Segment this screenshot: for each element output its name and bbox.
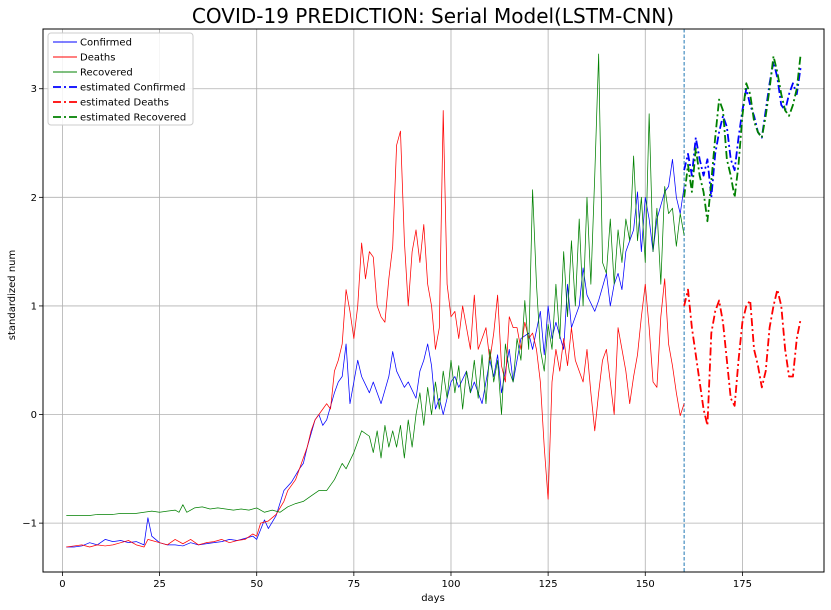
y-tick-label: 1	[31, 301, 37, 312]
series-line-estimated-deaths	[683, 288, 802, 427]
y-tick-label: −1	[22, 519, 37, 530]
gridlines	[43, 29, 824, 572]
series-line-recovered	[66, 53, 685, 516]
y-tick-label: 2	[31, 193, 37, 204]
legend: Confirmed Deaths Recovered estimated Confir…	[47, 32, 194, 126]
plot-area-frame	[42, 28, 825, 573]
series-line-confirmed	[66, 158, 685, 548]
legend-label-deaths: Deaths	[80, 53, 115, 64]
x-tick-label: 0	[59, 579, 65, 590]
y-axis-label: standardized num	[7, 250, 18, 340]
legend-label-estimated-confirmed: estimated Confirmed	[80, 83, 185, 94]
x-tick-label: 50	[250, 579, 263, 590]
legend-label-recovered: Recovered	[80, 68, 133, 79]
axis-ticks: 0 25 50 75 100 125 150 175 −1 0 1 2 3	[22, 84, 752, 590]
series-line-deaths	[66, 110, 685, 548]
chart-title: COVID-19 PREDICTION: Serial Model(LSTM-C…	[192, 4, 674, 28]
legend-box	[47, 32, 194, 126]
x-tick-label: 150	[636, 579, 655, 590]
legend-label-estimated-recovered: estimated Recovered	[80, 113, 186, 124]
x-tick-label: 175	[733, 579, 752, 590]
y-tick-label: 3	[31, 84, 37, 95]
series-line-estimated-recovered	[683, 53, 802, 223]
x-tick-label: 75	[347, 579, 360, 590]
x-tick-label: 100	[441, 579, 460, 590]
legend-label-estimated-deaths: estimated Deaths	[80, 98, 169, 109]
series-lines	[66, 53, 802, 548]
x-tick-label: 25	[153, 579, 166, 590]
x-tick-label: 125	[539, 579, 558, 590]
x-axis-label: days	[421, 593, 445, 604]
legend-label-confirmed: Confirmed	[80, 38, 132, 49]
y-tick-label: 0	[31, 410, 37, 421]
